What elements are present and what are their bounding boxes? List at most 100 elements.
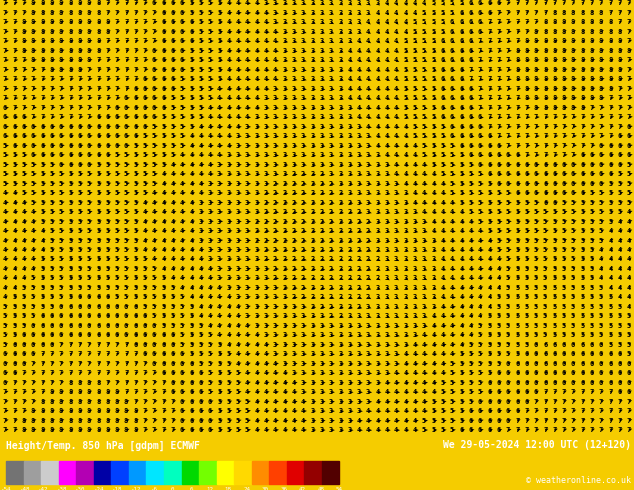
Text: 4: 4	[198, 294, 203, 300]
Text: 5: 5	[590, 323, 594, 329]
Text: 3: 3	[245, 285, 249, 291]
Text: 7: 7	[133, 0, 138, 6]
Text: 6: 6	[562, 370, 566, 376]
Text: 8: 8	[571, 57, 575, 63]
Text: 8: 8	[49, 389, 54, 395]
Text: 7: 7	[487, 38, 491, 45]
Text: 6: 6	[124, 143, 128, 148]
Text: 7: 7	[143, 29, 147, 35]
Text: 6: 6	[571, 181, 575, 187]
Text: 3: 3	[254, 266, 259, 272]
Text: 5: 5	[226, 399, 231, 405]
Text: 8: 8	[580, 57, 585, 63]
Text: 5: 5	[59, 256, 63, 263]
Text: 7: 7	[524, 427, 529, 433]
Text: 5: 5	[441, 162, 445, 168]
Text: 7: 7	[543, 133, 547, 139]
Text: 6: 6	[198, 399, 203, 405]
Text: 4: 4	[469, 256, 473, 263]
Text: 2: 2	[357, 304, 361, 310]
Text: 3: 3	[254, 199, 259, 206]
Text: 3: 3	[245, 143, 249, 148]
Text: 4: 4	[226, 29, 231, 35]
Text: 4: 4	[403, 20, 408, 25]
Text: 5: 5	[608, 332, 612, 339]
Text: 6: 6	[459, 114, 463, 120]
Text: 5: 5	[171, 95, 175, 101]
Text: 4: 4	[198, 275, 203, 281]
Text: 7: 7	[515, 143, 519, 148]
Text: 7: 7	[133, 29, 138, 35]
Text: 5: 5	[87, 209, 91, 215]
Text: 5: 5	[506, 304, 510, 310]
Text: 6: 6	[469, 417, 473, 424]
Text: 6: 6	[105, 304, 110, 310]
Text: 7: 7	[562, 143, 566, 148]
Text: 2: 2	[310, 238, 314, 244]
Text: 3: 3	[375, 228, 380, 234]
Text: 5: 5	[161, 275, 165, 281]
Text: 2: 2	[301, 256, 305, 263]
Text: 4: 4	[171, 209, 175, 215]
Text: 6: 6	[22, 361, 26, 367]
Text: 6: 6	[627, 389, 631, 395]
Text: 4: 4	[226, 0, 231, 6]
Text: 5: 5	[552, 314, 557, 319]
Text: 3: 3	[329, 427, 333, 433]
Text: 4: 4	[208, 162, 212, 168]
Text: 4: 4	[245, 351, 249, 357]
Text: 5: 5	[590, 275, 594, 281]
Text: 4: 4	[403, 380, 408, 386]
Text: 4: 4	[236, 124, 240, 130]
Text: 2: 2	[347, 228, 352, 234]
Text: 8: 8	[580, 95, 585, 101]
Text: 5: 5	[40, 181, 44, 187]
Text: 5: 5	[403, 105, 408, 111]
Text: 5: 5	[571, 199, 575, 206]
Text: 6: 6	[534, 342, 538, 348]
Text: 4: 4	[254, 361, 259, 367]
Text: 4: 4	[226, 86, 231, 92]
Text: 4: 4	[375, 67, 380, 73]
Text: 7: 7	[171, 417, 175, 424]
Text: 4: 4	[254, 351, 259, 357]
Text: 6: 6	[562, 190, 566, 196]
Text: 6: 6	[627, 361, 631, 367]
Text: 5: 5	[534, 294, 538, 300]
Text: 3: 3	[310, 408, 314, 414]
Text: 7: 7	[599, 0, 603, 6]
Text: 6: 6	[496, 0, 501, 6]
Text: 3: 3	[357, 124, 361, 130]
Text: 4: 4	[496, 266, 501, 272]
Text: 4: 4	[394, 427, 398, 433]
Text: 3: 3	[338, 427, 342, 433]
Text: 2: 2	[375, 256, 380, 263]
Text: 5: 5	[422, 48, 426, 54]
Text: 7: 7	[552, 427, 557, 433]
Text: 3: 3	[301, 389, 305, 395]
Text: 5: 5	[571, 209, 575, 215]
Text: 5: 5	[217, 48, 221, 54]
Text: 2: 2	[301, 294, 305, 300]
Text: 8: 8	[77, 48, 82, 54]
Text: 3: 3	[329, 29, 333, 35]
Text: 5: 5	[12, 332, 16, 339]
Text: 7: 7	[115, 67, 119, 73]
Text: 4: 4	[245, 29, 249, 35]
Text: 6: 6	[96, 314, 100, 319]
Text: 4: 4	[385, 38, 389, 45]
Text: 4: 4	[282, 380, 287, 386]
Text: 5: 5	[161, 285, 165, 291]
Text: 5: 5	[226, 361, 231, 367]
Text: 6: 6	[87, 294, 91, 300]
Text: 4: 4	[264, 370, 268, 376]
Text: 4: 4	[357, 38, 361, 45]
Text: 3: 3	[394, 351, 398, 357]
Text: 4: 4	[375, 76, 380, 82]
Text: 4: 4	[161, 209, 165, 215]
Text: 2: 2	[338, 190, 342, 196]
Text: 2: 2	[264, 247, 268, 253]
Text: 4: 4	[431, 342, 436, 348]
Text: 5: 5	[180, 133, 184, 139]
Text: 5: 5	[40, 219, 44, 224]
